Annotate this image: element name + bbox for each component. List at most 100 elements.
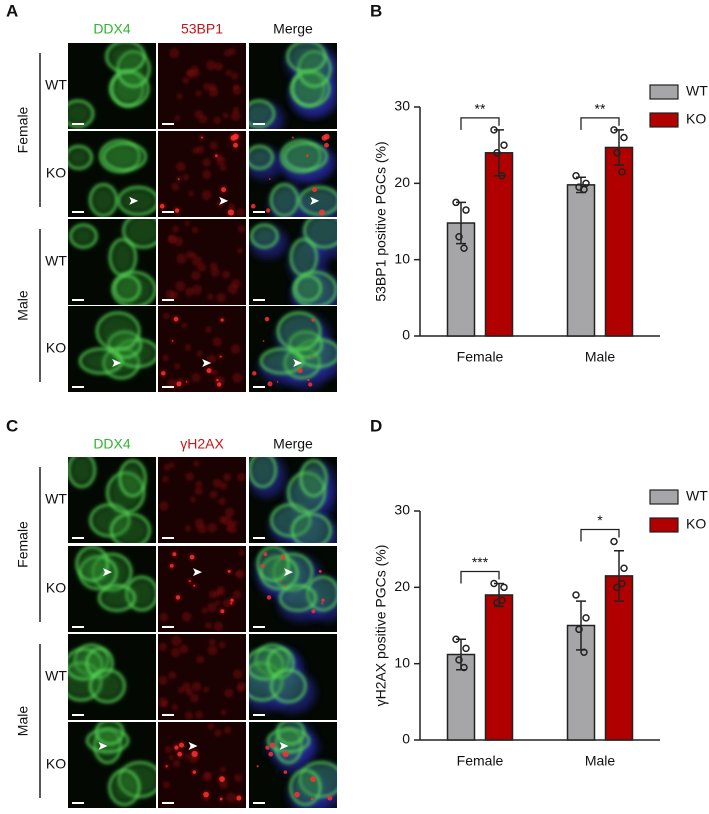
- focus: [294, 791, 300, 798]
- cell-edge: [286, 43, 327, 74]
- cell: [70, 225, 97, 248]
- micrograph-content: [68, 634, 156, 720]
- signal: [232, 669, 243, 679]
- micrograph: [158, 131, 246, 217]
- signal: [191, 255, 203, 267]
- arrowhead: [219, 196, 229, 205]
- signal: [224, 688, 234, 698]
- significance-label: *: [597, 512, 603, 528]
- cell-edge: [276, 311, 322, 351]
- focus: [318, 209, 325, 216]
- panel-letter: A: [6, 1, 18, 20]
- focus: [324, 142, 329, 148]
- signal: [223, 726, 232, 734]
- group-label: Female: [15, 521, 31, 568]
- cell: [291, 239, 317, 276]
- focus: [215, 154, 218, 158]
- y-tick-label: 10: [394, 654, 410, 670]
- cell-edge: [259, 347, 305, 375]
- signal: [206, 354, 217, 364]
- micrograph: [249, 131, 337, 217]
- focus: [268, 751, 274, 757]
- signal: [208, 638, 216, 646]
- focus: [169, 563, 174, 568]
- signal: [184, 711, 194, 720]
- signal: [228, 524, 237, 534]
- cell: [106, 43, 145, 72]
- signal: [207, 645, 218, 656]
- micrograph-content: [158, 306, 246, 392]
- focus: [216, 378, 219, 382]
- data-point: [462, 644, 470, 653]
- signal: [219, 164, 227, 172]
- data-point: [620, 564, 628, 572]
- signal: [194, 109, 203, 119]
- cell: [80, 349, 122, 374]
- arrowhead: [283, 568, 293, 577]
- focus: [327, 795, 333, 801]
- signal: [159, 501, 169, 511]
- micrograph-content: [249, 457, 337, 543]
- signal: [164, 745, 173, 754]
- signal: [175, 280, 186, 292]
- signal: [208, 590, 217, 599]
- signal: [159, 612, 169, 622]
- signal: [213, 116, 221, 125]
- signal: [158, 642, 168, 652]
- genotype-label: WT: [45, 668, 67, 684]
- panel-letter: D: [370, 416, 382, 435]
- genotype-label: KO: [46, 580, 66, 596]
- signal: [211, 369, 218, 376]
- data-point: [618, 168, 626, 176]
- cell-edge: [108, 769, 141, 806]
- cell: [249, 100, 274, 127]
- cell: [119, 460, 146, 496]
- y-tick-label: 20: [394, 578, 410, 594]
- cell: [249, 146, 273, 169]
- signal: [194, 518, 205, 528]
- signal: [162, 475, 169, 483]
- data-point: [610, 537, 618, 546]
- cell-edge: [110, 512, 151, 543]
- focus: [311, 318, 315, 322]
- significance-bracket: [580, 117, 620, 130]
- signal: [222, 473, 232, 482]
- focus: [174, 208, 180, 213]
- micrograph: [158, 457, 246, 543]
- micrograph-bg: [158, 546, 246, 632]
- signal: [185, 472, 194, 481]
- arrowhead: [129, 196, 139, 205]
- signal: [191, 226, 199, 234]
- error-bar: [614, 129, 624, 166]
- channel-label: γH2AX: [180, 436, 224, 452]
- cell-edge: [89, 668, 126, 704]
- focus: [291, 136, 294, 139]
- cell: [96, 722, 123, 744]
- focus: [264, 316, 270, 322]
- focus: [307, 378, 310, 382]
- cell: [271, 670, 306, 702]
- micrograph: [249, 457, 337, 543]
- signal: [230, 344, 241, 354]
- focus: [279, 579, 282, 583]
- arrowhead: [188, 741, 198, 750]
- signal: [237, 225, 246, 233]
- data-point: [493, 149, 501, 157]
- focus: [250, 203, 256, 209]
- micrograph: [158, 43, 246, 129]
- signal: [184, 220, 190, 227]
- arrowhead: [98, 741, 108, 750]
- signal: [228, 203, 236, 210]
- focus: [217, 382, 222, 387]
- signal: [212, 478, 222, 488]
- y-tick-label: 0: [402, 327, 410, 343]
- signal: [202, 169, 212, 180]
- y-tick-label: 30: [394, 502, 410, 518]
- signal: [232, 372, 243, 383]
- cell-edge: [69, 223, 98, 249]
- micrograph: [249, 43, 337, 129]
- signal: [204, 621, 212, 629]
- cell-edge: [111, 271, 156, 305]
- focus: [191, 750, 198, 758]
- focus: [171, 340, 174, 342]
